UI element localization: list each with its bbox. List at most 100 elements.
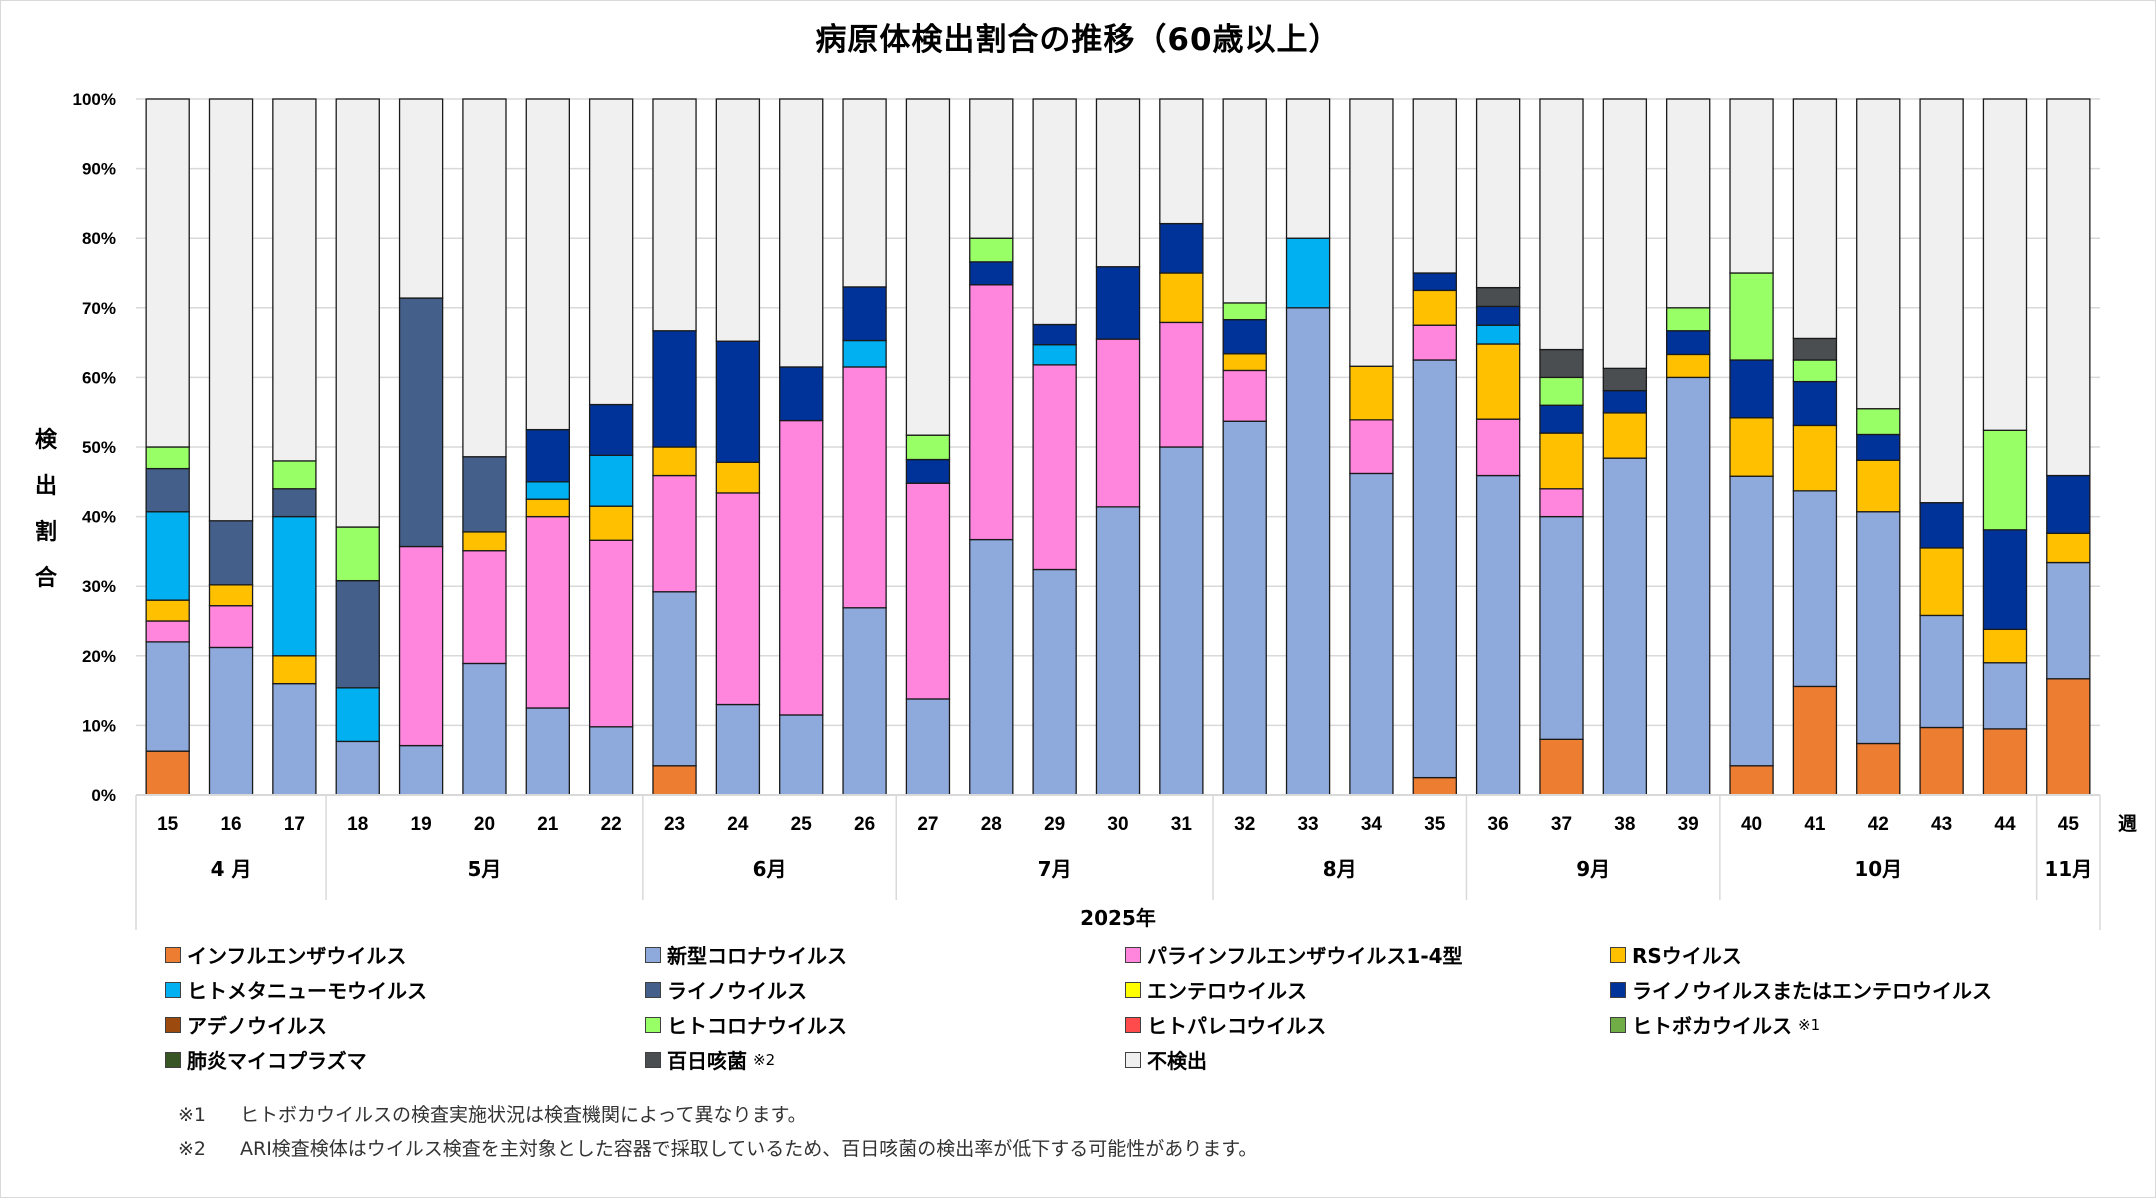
bar-week-41 <box>1792 98 1838 796</box>
bar-segment <box>1792 337 1838 361</box>
bar-segment <box>652 474 697 593</box>
bar-segment <box>1666 307 1711 332</box>
y-tick-label: 20% <box>82 647 116 666</box>
bar-week-45 <box>2046 98 2091 796</box>
bar-segment <box>462 662 507 796</box>
x-tick-label: 38 <box>1614 814 1635 835</box>
legend-label: ヒトボカウイルス <box>1632 1014 1792 1038</box>
bar-segment <box>2046 678 2091 796</box>
y-axis-label: 検出割合 <box>30 418 62 602</box>
bar-segment <box>208 520 254 586</box>
x-tick-label: 20 <box>474 814 495 835</box>
bar-segment <box>1919 614 1964 729</box>
bar-week-44 <box>1982 98 2028 796</box>
year-label: 2025年 <box>1080 906 1156 930</box>
x-tick-label: 18 <box>347 814 368 835</box>
bar-segment <box>2046 561 2091 680</box>
bar-week-35 <box>1412 98 1457 796</box>
bar-segment <box>525 498 570 518</box>
bar-segment <box>145 467 190 513</box>
bar-segment <box>462 550 507 665</box>
bar-week-16 <box>208 98 254 796</box>
y-axis-ticks: 0% 10% 20% 30% 40% 50% 60% 70% 80% 90% 100% <box>73 90 116 805</box>
bar-segment <box>335 740 380 796</box>
bar-segment <box>335 687 380 743</box>
x-tick-label: 22 <box>601 814 622 835</box>
legend-item: 肺炎マイコプラズマ <box>165 1045 645 1074</box>
bar-segment <box>398 744 444 796</box>
legend-item: エンテロウイルス <box>1125 975 1610 1004</box>
bar-segment <box>1982 429 2028 531</box>
legend-item: ヒトパレコウイルス <box>1125 1010 1610 1039</box>
bar-segment <box>1095 338 1141 508</box>
bar-segment <box>1159 222 1204 274</box>
y-tick-label: 40% <box>82 508 116 527</box>
x-tick-label: 21 <box>537 814 559 835</box>
bar-segment <box>1349 472 1394 796</box>
bar-segment <box>272 98 317 462</box>
legend-item: 百日咳菌 ※2 <box>645 1045 1125 1074</box>
bar-segment <box>1222 369 1267 422</box>
bar-segment <box>1222 302 1267 321</box>
x-tick-label: 35 <box>1424 814 1446 835</box>
bar-segment <box>272 515 317 657</box>
legend-swatch <box>165 946 181 963</box>
bar-segment <box>779 98 824 368</box>
bar-segment <box>1475 418 1521 477</box>
bar-segment <box>145 641 190 752</box>
legend-swatch <box>1125 1051 1141 1068</box>
bar-segment <box>715 98 761 342</box>
bar-segment <box>1412 98 1457 274</box>
legend-swatch <box>1610 1016 1626 1033</box>
bar-segment <box>1982 628 2028 664</box>
bar-segment <box>1729 475 1774 767</box>
legend-label: ライノウイルスまたはエンテロウイルス <box>1632 979 1992 1003</box>
bar-segment <box>272 488 317 518</box>
legend-swatch <box>165 981 181 998</box>
bar-week-39 <box>1666 98 1711 796</box>
bar-segment <box>525 98 570 431</box>
x-tick-label: 43 <box>1931 814 1952 835</box>
bar-segment <box>1475 305 1521 326</box>
bar-segment <box>272 682 317 796</box>
bar-segment <box>1159 321 1204 448</box>
y-tick-label: 90% <box>82 160 116 179</box>
bar-segment <box>1919 502 1964 549</box>
bar-segment <box>1349 98 1394 367</box>
bar-segment <box>462 456 507 533</box>
bar-segment <box>1982 728 2028 796</box>
bar-segment <box>1666 330 1711 356</box>
bar-segment <box>1539 376 1584 406</box>
legend-item: 不検出 <box>1125 1045 1610 1074</box>
bar-segment <box>2046 98 2091 477</box>
bar-week-17 <box>272 98 317 796</box>
x-tick-label: 26 <box>854 814 875 835</box>
legend-item: パラインフルエンザウイルス1-4型 <box>1125 940 1610 969</box>
bar-week-21 <box>525 98 570 796</box>
bar-segment <box>1602 389 1648 414</box>
bar-segment <box>1032 323 1077 346</box>
bar-week-23 <box>652 98 697 796</box>
bar-segment <box>779 366 824 422</box>
bar-segment <box>1349 365 1394 421</box>
legend-label: 百日咳菌 <box>667 1049 747 1073</box>
legend-item: インフルエンザウイルス <box>165 940 645 969</box>
bar-week-27 <box>905 98 951 796</box>
bar-segment <box>208 646 254 796</box>
bar-segment <box>1856 433 1901 461</box>
bar-segment <box>715 340 761 463</box>
bar-segment <box>1729 359 1774 419</box>
bar-segment <box>588 403 634 457</box>
bars <box>145 98 2091 796</box>
x-tick-label: 34 <box>1361 814 1383 835</box>
x-tick-label: 23 <box>664 814 685 835</box>
legend-label: ヒトメタニューモウイルス <box>187 979 427 1003</box>
bar-week-37 <box>1539 98 1584 796</box>
bar-segment <box>525 428 570 483</box>
chart-plot-area: 0% 10% 20% 30% 40% 50% 60% 70% 80% 90% 100% 15 16 17… <box>73 90 2137 930</box>
bar-segment <box>1095 266 1141 340</box>
bar-segment <box>1349 419 1394 475</box>
bar-segment <box>779 714 824 796</box>
bar-segment <box>1095 98 1141 268</box>
legend-item: ライノウイルス <box>645 975 1125 1004</box>
